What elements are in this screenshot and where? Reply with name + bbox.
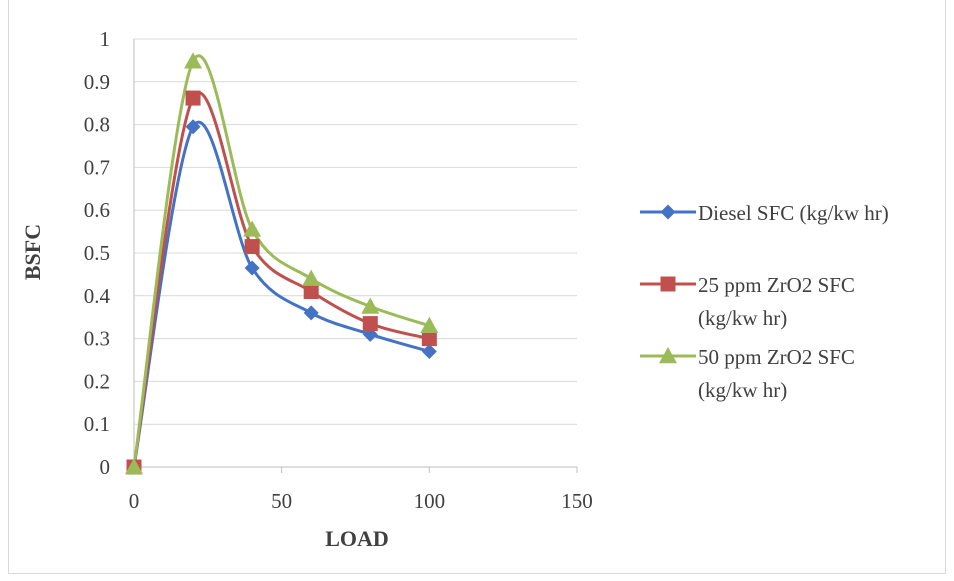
diamond-marker	[421, 343, 437, 359]
legend-label: (kg/kw hr)	[698, 306, 787, 330]
triangle-marker	[361, 297, 380, 314]
y-tick-label: 0.3	[84, 327, 110, 351]
y-tick-label: 0.2	[84, 369, 110, 393]
legend-label: (kg/kw hr)	[698, 378, 787, 402]
series	[132, 54, 430, 468]
y-tick-label: 1	[100, 27, 111, 51]
y-tick-label: 0.1	[84, 412, 110, 436]
y-tick-label: 0.7	[84, 155, 110, 179]
legend-label: 50 ppm ZrO2 SFC	[698, 345, 855, 369]
triangle-marker	[420, 316, 439, 333]
gridlines	[134, 38, 577, 425]
x-tick-label: 150	[561, 489, 593, 513]
y-tick-label: 0.8	[84, 113, 110, 137]
legend-label: Diesel SFC (kg/kw hr)	[698, 201, 889, 225]
diamond-marker	[303, 305, 319, 321]
x-axis-title: LOAD	[325, 526, 389, 551]
square-marker	[244, 239, 260, 255]
square-marker	[185, 90, 201, 106]
square-marker	[660, 276, 676, 292]
x-tick-label: 0	[129, 489, 140, 513]
square-marker	[303, 284, 319, 300]
series-line	[132, 121, 430, 468]
triangle-marker	[184, 52, 203, 69]
triangle-marker	[125, 458, 143, 475]
x-tick-labels: 0 50 100 150	[129, 489, 593, 513]
legend: Diesel SFC (kg/kw hr) 25 ppm ZrO2 SFC (kg/…	[640, 201, 889, 402]
x-tick-label: 50	[271, 489, 292, 513]
y-tick-label: 0	[100, 455, 111, 479]
y-tick-label: 0.4	[84, 284, 111, 308]
chart-area	[8, 0, 946, 574]
square-marker	[421, 331, 437, 347]
series-line	[132, 54, 430, 468]
y-tick-label: 0.6	[84, 198, 110, 222]
x-tick-label: 100	[414, 489, 446, 513]
diamond-marker	[244, 260, 260, 276]
legend-label: 25 ppm ZrO2 SFC	[698, 273, 855, 297]
y-tick-labels: 0 0.1 0.2 0.3 0.4 0.5 0.6 0.7 0.8 0.9 1	[84, 27, 111, 479]
y-tick-label: 0.5	[84, 241, 110, 265]
triangle-marker	[302, 269, 321, 286]
square-marker	[362, 316, 378, 332]
series-line	[132, 91, 430, 468]
triangle-marker	[243, 220, 262, 237]
markers	[125, 52, 439, 475]
diamond-marker	[660, 204, 676, 220]
y-axis-title: BSFC	[20, 224, 45, 280]
triangle-marker	[659, 347, 677, 364]
y-tick-label: 0.9	[84, 70, 110, 94]
diamond-marker	[185, 119, 201, 135]
